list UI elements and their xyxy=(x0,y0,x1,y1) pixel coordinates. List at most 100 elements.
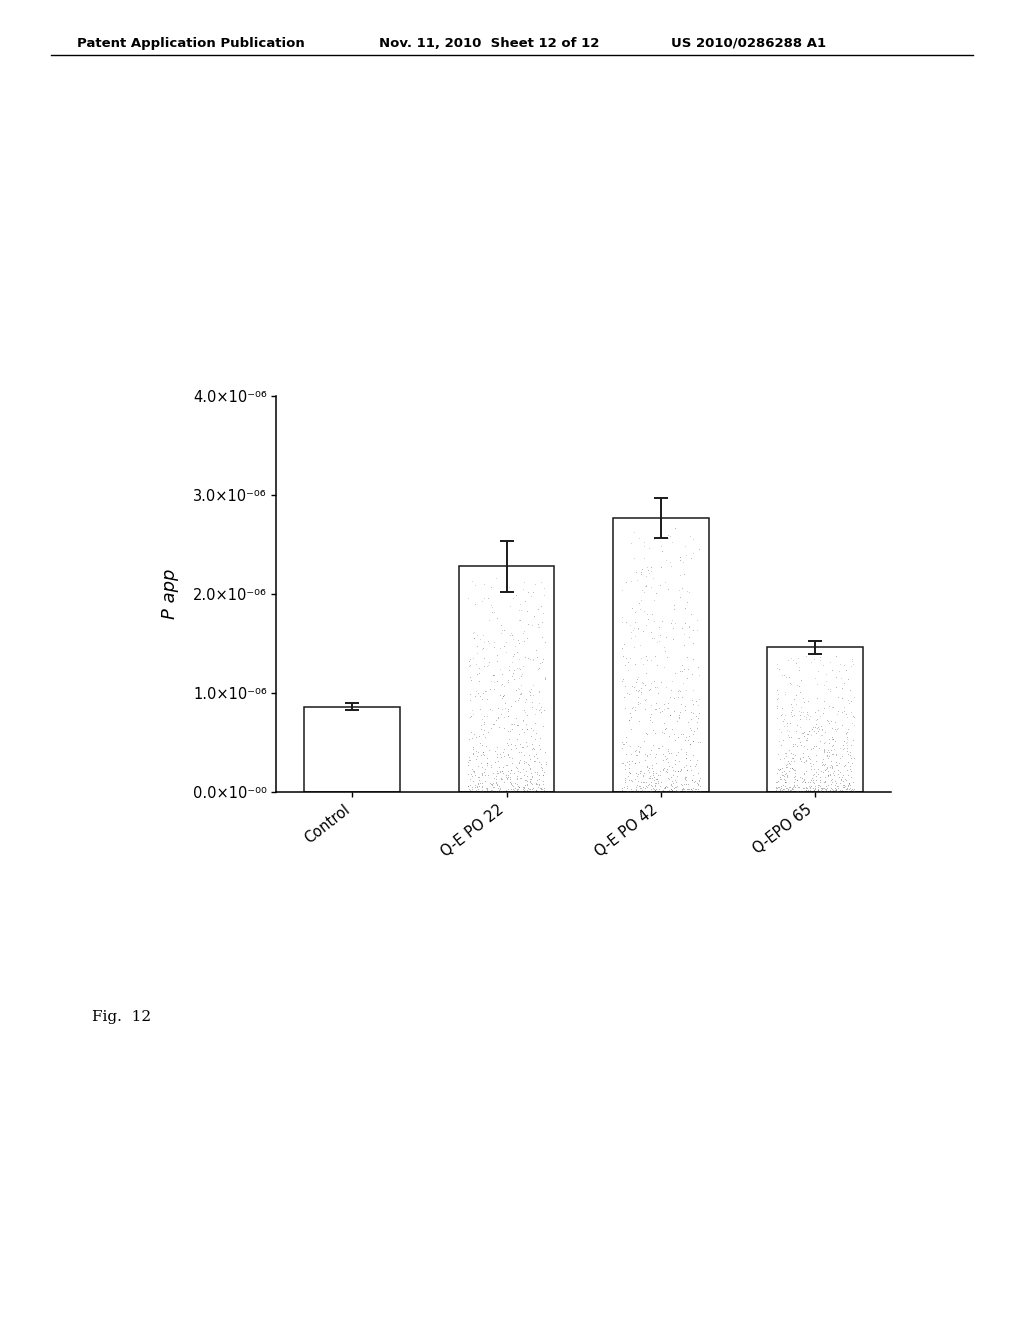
Point xyxy=(658,775,675,796)
Point xyxy=(477,764,494,785)
Point xyxy=(797,772,813,793)
Point xyxy=(796,692,812,713)
Point xyxy=(647,779,664,800)
Point xyxy=(494,768,510,789)
Point xyxy=(664,718,680,739)
Point xyxy=(523,781,540,803)
Point xyxy=(638,565,654,586)
Point xyxy=(474,638,490,659)
Point xyxy=(648,781,665,803)
Point xyxy=(538,754,554,775)
Point xyxy=(526,762,543,783)
Point xyxy=(646,781,663,803)
Point xyxy=(844,648,860,669)
Point xyxy=(500,705,516,726)
Point xyxy=(617,647,634,668)
Point xyxy=(837,775,853,796)
Point xyxy=(638,771,654,792)
Point xyxy=(817,731,834,752)
Point xyxy=(821,696,838,717)
Point xyxy=(784,744,801,766)
Point xyxy=(769,653,785,675)
Point xyxy=(810,779,826,800)
Point xyxy=(778,667,795,688)
Point xyxy=(794,669,810,690)
Point xyxy=(677,598,693,619)
Point xyxy=(827,645,844,667)
Point xyxy=(685,744,701,766)
Point xyxy=(535,651,551,672)
Point xyxy=(810,779,826,800)
Point xyxy=(641,680,657,701)
Point xyxy=(771,759,787,780)
Point xyxy=(675,552,691,573)
Point xyxy=(830,700,847,721)
Point xyxy=(665,671,681,692)
Point xyxy=(639,744,655,766)
Point xyxy=(473,781,489,803)
Point xyxy=(530,657,547,678)
Point xyxy=(662,552,678,573)
Point xyxy=(632,760,648,781)
Point xyxy=(677,768,693,789)
Point xyxy=(831,747,848,768)
Point xyxy=(679,760,695,781)
Point xyxy=(784,758,801,779)
Point xyxy=(494,760,510,781)
Point xyxy=(650,781,667,803)
Point xyxy=(823,739,840,760)
Point xyxy=(776,747,793,768)
Point xyxy=(815,739,831,760)
Point xyxy=(781,776,798,797)
Point xyxy=(774,704,791,725)
Point xyxy=(843,779,859,800)
Point xyxy=(632,776,648,797)
Point xyxy=(769,688,785,709)
Point xyxy=(828,772,845,793)
Point xyxy=(507,690,523,711)
Point xyxy=(625,750,641,771)
Point xyxy=(834,780,850,801)
Point xyxy=(684,690,700,711)
Point xyxy=(625,696,641,717)
Point xyxy=(810,700,826,721)
Point xyxy=(786,776,803,797)
Point xyxy=(522,748,539,770)
Point xyxy=(819,742,836,763)
Point xyxy=(810,763,826,784)
Point xyxy=(496,746,512,767)
Point xyxy=(806,719,822,741)
Point xyxy=(495,686,511,708)
Point xyxy=(689,774,706,795)
Point xyxy=(679,581,695,602)
Point xyxy=(486,741,503,762)
Point xyxy=(528,770,545,791)
Point xyxy=(826,774,843,795)
Point xyxy=(780,781,797,803)
Point xyxy=(678,680,694,701)
Point xyxy=(820,733,837,754)
Point xyxy=(511,649,527,671)
Point xyxy=(665,759,681,780)
Point xyxy=(504,624,520,645)
Point xyxy=(688,781,705,803)
Point xyxy=(516,620,532,642)
Point xyxy=(834,668,850,689)
Point xyxy=(689,772,706,793)
Point xyxy=(494,688,510,709)
Point xyxy=(844,651,860,672)
Point xyxy=(682,734,698,755)
Point xyxy=(510,775,526,796)
Point xyxy=(826,718,843,739)
Point xyxy=(489,775,506,796)
Point xyxy=(836,776,852,797)
Point xyxy=(631,710,647,731)
Point xyxy=(648,768,665,789)
Point xyxy=(630,694,646,715)
Point xyxy=(674,655,690,676)
Point xyxy=(473,744,489,766)
Point xyxy=(620,660,636,681)
Point xyxy=(477,680,494,701)
Point xyxy=(512,750,528,771)
Point xyxy=(650,764,667,785)
